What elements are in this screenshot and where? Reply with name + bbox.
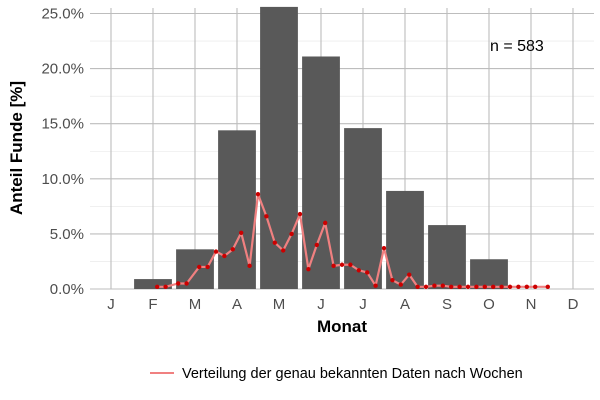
line-layer bbox=[155, 192, 550, 289]
weekly-point bbox=[247, 263, 252, 269]
x-tick-label: N bbox=[526, 296, 537, 313]
weekly-point bbox=[356, 268, 361, 273]
y-tick-label: 20.0% bbox=[41, 61, 84, 78]
weekly-point bbox=[314, 242, 319, 248]
weekly-point bbox=[163, 284, 168, 289]
x-tick-label: J bbox=[317, 296, 325, 313]
x-axis-title: Monat bbox=[317, 317, 367, 336]
weekly-point bbox=[381, 246, 387, 251]
weekly-point bbox=[197, 264, 202, 270]
weekly-line bbox=[157, 193, 548, 288]
weekly-point bbox=[184, 281, 189, 286]
weekly-point bbox=[255, 192, 261, 197]
x-tick-label: M bbox=[189, 296, 202, 313]
bar bbox=[134, 279, 172, 289]
x-tick-label: J bbox=[359, 296, 367, 313]
bar bbox=[260, 6, 298, 289]
weekly-point bbox=[281, 248, 286, 253]
ticks-layer: 0.0% 5.0% 10.0% 15.0% 20.0% 25.0% J F M A M J J A S O N D bbox=[41, 6, 578, 313]
weekly-point bbox=[474, 284, 479, 289]
weekly-point bbox=[415, 284, 420, 289]
y-tick-label: 0.0% bbox=[50, 281, 84, 298]
weekly-point bbox=[423, 284, 429, 289]
bar bbox=[386, 190, 424, 289]
weekly-point bbox=[390, 277, 395, 283]
weekly-point bbox=[365, 270, 370, 275]
y-tick-label: 15.0% bbox=[41, 116, 84, 133]
bars-layer bbox=[134, 6, 508, 290]
x-tick-label: A bbox=[232, 296, 242, 313]
bar bbox=[176, 249, 214, 289]
weekly-point bbox=[239, 230, 244, 235]
weekly-point bbox=[507, 284, 513, 289]
weekly-point bbox=[398, 282, 403, 287]
weekly-point bbox=[306, 266, 311, 272]
y-tick-label: 5.0% bbox=[50, 226, 84, 243]
weekly-point bbox=[457, 284, 462, 289]
weekly-point bbox=[155, 284, 160, 289]
weekly-point bbox=[331, 263, 336, 269]
x-tick-label: F bbox=[148, 296, 157, 313]
weekly-point bbox=[264, 214, 269, 219]
x-tick-label: D bbox=[568, 296, 579, 313]
x-tick-label: S bbox=[442, 296, 452, 313]
weekly-point bbox=[272, 240, 277, 245]
weekly-point bbox=[545, 284, 550, 289]
weekly-point bbox=[205, 264, 210, 270]
weekly-point bbox=[491, 284, 496, 289]
weekly-point bbox=[222, 253, 227, 259]
weekly-point bbox=[213, 249, 219, 254]
weekly-point bbox=[289, 231, 294, 237]
x-tick-label: M bbox=[273, 296, 286, 313]
x-tick-label: O bbox=[483, 296, 495, 313]
y-tick-label: 25.0% bbox=[41, 6, 84, 23]
legend-label: Verteilung der genau bekannten Daten nac… bbox=[182, 366, 523, 382]
x-tick-label: J bbox=[107, 296, 115, 313]
weekly-point bbox=[482, 284, 487, 289]
weekly-point bbox=[323, 220, 328, 226]
weekly-point bbox=[176, 281, 181, 286]
y-tick-label: 10.0% bbox=[41, 171, 84, 188]
y-axis-title: Anteil Funde [%] bbox=[7, 81, 26, 215]
weekly-point bbox=[465, 284, 471, 289]
weekly-point bbox=[499, 284, 504, 289]
legend: Verteilung der genau bekannten Daten nac… bbox=[150, 366, 523, 382]
weekly-point bbox=[524, 284, 529, 289]
weekly-point bbox=[516, 284, 521, 289]
weekly-point bbox=[348, 262, 353, 267]
weekly-point bbox=[373, 283, 378, 288]
bar bbox=[470, 259, 508, 289]
bar bbox=[428, 225, 466, 289]
bar bbox=[344, 128, 382, 289]
weekly-point bbox=[339, 262, 345, 267]
weekly-point bbox=[407, 272, 412, 277]
weekly-point bbox=[449, 284, 454, 289]
weekly-point bbox=[533, 284, 538, 289]
x-tick-label: A bbox=[400, 296, 410, 313]
weekly-point bbox=[297, 211, 303, 217]
bar bbox=[302, 56, 340, 290]
weekly-point bbox=[230, 247, 235, 252]
weekly-point bbox=[432, 283, 437, 288]
weekly-point bbox=[440, 283, 445, 288]
n-annotation: n = 583 bbox=[490, 38, 544, 55]
